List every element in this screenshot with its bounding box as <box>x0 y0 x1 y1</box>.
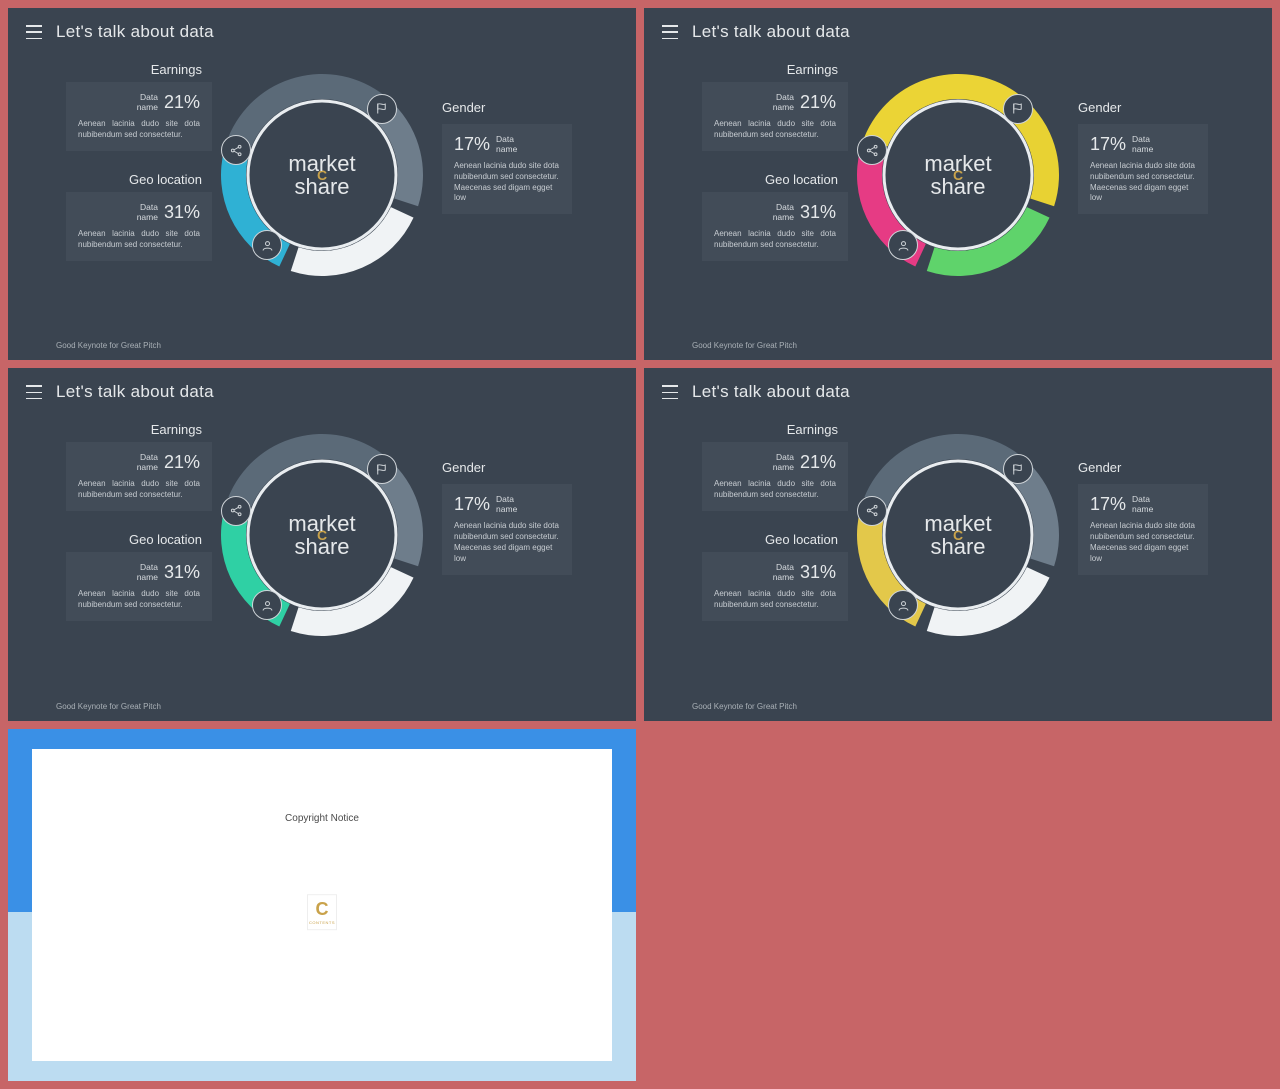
card-desc: Aenean lacinia dudo site dota nubibendum… <box>714 589 836 611</box>
card-value: 31% <box>800 202 836 223</box>
card-desc: Aenean lacinia dudo site dota nubibendum… <box>1090 161 1196 204</box>
gender-label: Gender <box>442 100 485 115</box>
card-label: Dataname <box>496 135 517 154</box>
card-label: Dataname <box>137 93 158 112</box>
flag-icon <box>367 454 397 484</box>
card-value: 17% <box>1090 494 1126 515</box>
card-label: Dataname <box>137 453 158 472</box>
geo-label: Geo location <box>765 532 838 547</box>
card-value: 17% <box>454 494 490 515</box>
card-value: 31% <box>800 562 836 583</box>
geo-card: Dataname 31% Aenean lacinia dudo site dot… <box>66 192 212 261</box>
slide-content: C marketshare Earnings Dataname21% Aenea… <box>8 420 636 690</box>
earnings-label: Earnings <box>787 62 838 77</box>
slide-header: Let's talk about data <box>644 368 1272 402</box>
slide-header: Let's talk about data <box>8 368 636 402</box>
geo-label: Geo location <box>129 172 202 187</box>
card-label: Dataname <box>137 563 158 582</box>
logo-letter: C <box>316 899 329 920</box>
card-label: Dataname <box>1132 495 1153 514</box>
card-label: Dataname <box>137 203 158 222</box>
card-desc: Aenean lacinia dudo site dota nubibendum… <box>78 479 200 501</box>
logo: C CONTENTS <box>307 894 337 930</box>
copyright-title: Copyright Notice <box>285 813 359 824</box>
slide-2: Let's talk about data C marketshare Earn… <box>644 8 1272 360</box>
slide-5: Copyright Notice C CONTENTS <box>8 729 636 1081</box>
card-value: 21% <box>800 452 836 473</box>
card-desc: Aenean lacinia dudo site dota nubibendum… <box>714 229 836 251</box>
gender-card: 17% Dataname Aenean lacinia dudo site dot… <box>1078 124 1208 214</box>
slide-title: Let's talk about data <box>692 382 850 402</box>
menu-icon[interactable] <box>662 25 678 39</box>
menu-icon[interactable] <box>662 385 678 399</box>
empty-cell <box>644 729 1272 1081</box>
geo-label: Geo location <box>765 172 838 187</box>
menu-icon[interactable] <box>26 25 42 39</box>
geo-card: Dataname 31% Aenean lacinia dudo site dot… <box>702 552 848 621</box>
card-desc: Aenean lacinia dudo site dota nubibendum… <box>454 521 560 564</box>
card-desc: Aenean lacinia dudo site dota nubibendum… <box>714 119 836 141</box>
slide-1: Let's talk about data C marketshare Earn… <box>8 8 636 360</box>
card-desc: Aenean lacinia dudo site dota nubibendum… <box>78 119 200 141</box>
gender-label: Gender <box>1078 460 1121 475</box>
card-value: 31% <box>164 202 200 223</box>
slide-footer: Good Keynote for Great Pitch <box>692 702 797 711</box>
slide-4: Let's talk about data C marketshare Earn… <box>644 368 1272 720</box>
earnings-card: Dataname 21% Aenean lacinia dudo site dot… <box>66 82 212 151</box>
geo-card: Dataname 31% Aenean lacinia dudo site dot… <box>66 552 212 621</box>
geo-card: Dataname 31% Aenean lacinia dudo site dot… <box>702 192 848 261</box>
card-desc: Aenean lacinia dudo site dota nubibendum… <box>1090 521 1196 564</box>
gender-label: Gender <box>442 460 485 475</box>
slide-footer: Good Keynote for Great Pitch <box>692 341 797 350</box>
slide-footer: Good Keynote for Great Pitch <box>56 341 161 350</box>
card-label: Dataname <box>773 93 794 112</box>
earnings-label: Earnings <box>151 62 202 77</box>
earnings-card: Dataname 21% Aenean lacinia dudo site dot… <box>702 442 848 511</box>
card-desc: Aenean lacinia dudo site dota nubibendum… <box>78 589 200 611</box>
gender-label: Gender <box>1078 100 1121 115</box>
earnings-card: Dataname 21% Aenean lacinia dudo site dot… <box>702 82 848 151</box>
card-value: 17% <box>454 134 490 155</box>
card-desc: Aenean lacinia dudo site dota nubibendum… <box>454 161 560 204</box>
slide-footer: Good Keynote for Great Pitch <box>56 702 161 711</box>
slide-content: C marketshare Earnings Dataname21% Aenea… <box>644 60 1272 330</box>
slide-content: C marketshare Earnings Dataname21% Aenea… <box>8 60 636 330</box>
slide-content: C marketshare Earnings Dataname21% Aenea… <box>644 420 1272 690</box>
gender-card: 17% Dataname Aenean lacinia dudo site dot… <box>442 484 572 574</box>
card-label: Dataname <box>773 203 794 222</box>
geo-label: Geo location <box>129 532 202 547</box>
slide-title: Let's talk about data <box>692 22 850 42</box>
card-value: 17% <box>1090 134 1126 155</box>
card-label: Dataname <box>1132 135 1153 154</box>
menu-icon[interactable] <box>26 385 42 399</box>
card-value: 21% <box>164 92 200 113</box>
copyright-panel: Copyright Notice C CONTENTS <box>32 749 612 1061</box>
slide-title: Let's talk about data <box>56 382 214 402</box>
card-value: 31% <box>164 562 200 583</box>
flag-icon <box>367 94 397 124</box>
gender-card: 17% Dataname Aenean lacinia dudo site dot… <box>442 124 572 214</box>
gender-card: 17% Dataname Aenean lacinia dudo site dot… <box>1078 484 1208 574</box>
earnings-card: Dataname 21% Aenean lacinia dudo site dot… <box>66 442 212 511</box>
slide-3: Let's talk about data C marketshare Earn… <box>8 368 636 720</box>
card-label: Dataname <box>496 495 517 514</box>
card-label: Dataname <box>773 453 794 472</box>
flag-icon <box>1003 454 1033 484</box>
card-label: Dataname <box>773 563 794 582</box>
card-value: 21% <box>164 452 200 473</box>
card-desc: Aenean lacinia dudo site dota nubibendum… <box>714 479 836 501</box>
slide-title: Let's talk about data <box>56 22 214 42</box>
card-desc: Aenean lacinia dudo site dota nubibendum… <box>78 229 200 251</box>
card-value: 21% <box>800 92 836 113</box>
slide-header: Let's talk about data <box>644 8 1272 42</box>
flag-icon <box>1003 94 1033 124</box>
slide-header: Let's talk about data <box>8 8 636 42</box>
earnings-label: Earnings <box>787 422 838 437</box>
logo-subtext: CONTENTS <box>309 920 335 925</box>
earnings-label: Earnings <box>151 422 202 437</box>
